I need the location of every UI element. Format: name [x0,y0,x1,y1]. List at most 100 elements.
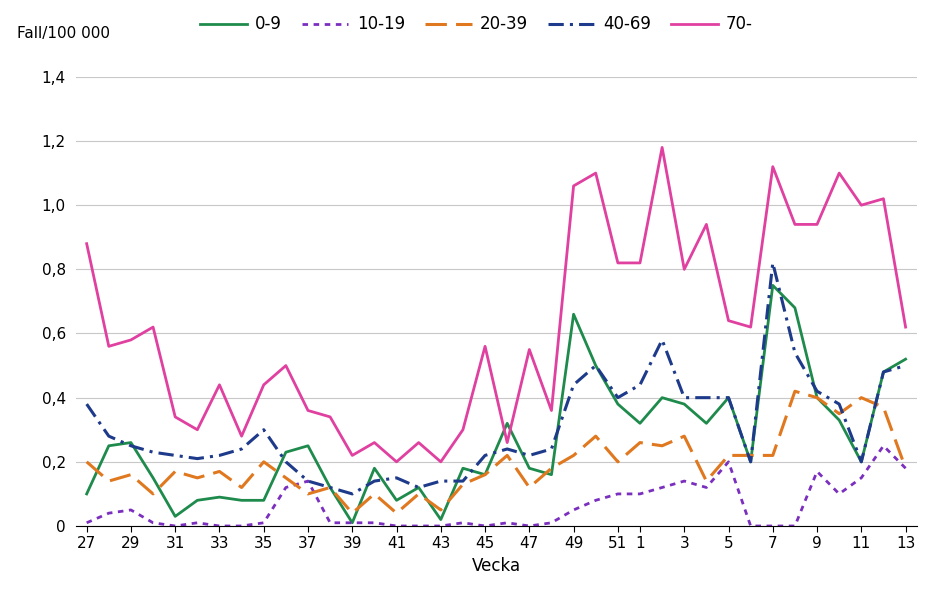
10-19 [413,522,424,530]
40-69 [457,478,468,485]
0-9 [523,465,534,472]
70- [192,426,203,433]
0-9 [811,394,822,401]
20-39 [700,478,711,485]
70- [567,183,579,190]
40-69 [633,381,645,388]
10-19 [368,519,379,527]
70- [169,413,180,420]
70- [788,221,800,228]
20-39 [767,452,778,459]
70- [656,144,667,151]
70- [767,163,778,170]
40-69 [103,433,114,440]
40-69 [811,388,822,395]
20-39 [147,491,159,498]
20-39 [346,509,358,517]
70- [722,317,733,324]
40-69 [279,458,291,465]
10-19 [236,522,247,530]
20-39 [877,404,888,411]
0-9 [479,471,490,478]
10-19 [169,522,180,530]
0-9 [656,394,667,401]
0-9 [501,420,513,427]
10-19 [899,465,910,472]
40-69 [192,455,203,462]
10-19 [457,519,468,527]
40-69 [391,475,402,482]
40-69 [302,478,313,485]
Legend: 0-9, 10-19, 20-39, 40-69, 70-: 0-9, 10-19, 20-39, 40-69, 70- [194,9,759,40]
0-9 [700,420,711,427]
10-19 [81,519,93,527]
70- [258,381,269,388]
0-9 [899,356,910,363]
0-9 [722,394,733,401]
10-19 [213,522,225,530]
70- [501,439,513,446]
70- [368,439,379,446]
0-9 [457,465,468,472]
0-9 [324,484,335,491]
40-69 [788,349,800,356]
0-9 [279,449,291,456]
0-9 [589,362,600,369]
0-9 [546,471,557,478]
40-69 [81,401,93,408]
0-9 [81,491,93,498]
10-19 [833,491,844,498]
20-39 [833,410,844,417]
70- [81,240,93,247]
10-19 [501,519,513,527]
20-39 [479,471,490,478]
40-69 [767,259,778,267]
X-axis label: Vecka: Vecka [471,557,520,575]
10-19 [744,522,755,530]
10-19 [788,522,800,530]
10-19 [103,509,114,517]
70- [877,195,888,202]
0-9 [633,420,645,427]
0-9 [744,458,755,465]
10-19 [700,484,711,491]
0-9 [258,497,269,504]
10-19 [767,522,778,530]
20-39 [258,458,269,465]
40-69 [523,452,534,459]
40-69 [612,394,623,401]
40-69 [346,491,358,498]
20-39 [501,452,513,459]
10-19 [258,519,269,527]
10-19 [523,522,534,530]
20-39 [457,480,468,488]
70- [126,336,137,343]
70- [236,433,247,440]
10-19 [279,484,291,491]
40-69 [700,394,711,401]
0-9 [169,513,180,520]
70- [413,439,424,446]
40-69 [126,442,137,449]
40-69 [213,452,225,459]
70- [479,343,490,350]
Line: 20-39: 20-39 [87,391,904,513]
20-39 [169,468,180,475]
40-69 [833,401,844,408]
70- [546,407,557,414]
70- [744,323,755,330]
70- [678,266,689,273]
0-9 [126,439,137,446]
10-19 [877,442,888,449]
70- [589,170,600,177]
Line: 70-: 70- [87,147,904,462]
20-39 [324,484,335,491]
20-39 [192,475,203,482]
0-9 [192,497,203,504]
20-39 [546,465,557,472]
Line: 40-69: 40-69 [87,263,904,494]
0-9 [391,497,402,504]
10-19 [391,522,402,530]
40-69 [589,362,600,369]
20-39 [279,475,291,482]
